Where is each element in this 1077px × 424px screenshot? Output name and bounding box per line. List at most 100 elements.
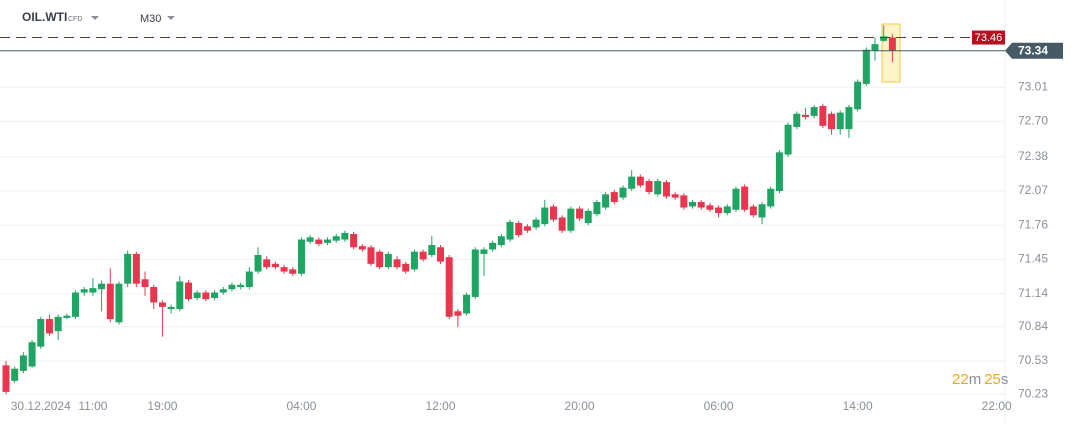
candle-body	[836, 112, 844, 130]
candle-body	[515, 222, 523, 236]
candle-body	[749, 206, 757, 216]
x-tick-label: 30.12.2024	[11, 399, 71, 413]
candle-body	[54, 316, 62, 332]
candle-body	[801, 114, 809, 118]
candle-body	[584, 210, 592, 223]
symbol-tag: CFD	[68, 16, 82, 23]
candle-body	[671, 194, 679, 198]
candle-body	[89, 288, 97, 293]
candle-body	[715, 207, 723, 214]
candle-body	[324, 239, 332, 243]
candle-body	[541, 207, 549, 225]
y-tick-label: 70.53	[1018, 353, 1048, 367]
candle-body	[11, 368, 19, 381]
dropdown-arrow[interactable]	[91, 16, 99, 20]
candle-body	[384, 253, 392, 268]
candle-body	[115, 283, 123, 323]
candle-body	[63, 315, 71, 318]
candle-body	[98, 283, 106, 290]
candle-body	[350, 234, 358, 248]
candle-body	[654, 181, 662, 195]
candle-body	[610, 192, 618, 203]
candle-body	[689, 202, 697, 207]
candle-body	[37, 319, 45, 347]
price-label-box	[1005, 42, 1063, 59]
timeframe[interactable]: M30	[140, 13, 161, 25]
candle-body	[402, 263, 410, 272]
candle-body	[141, 279, 149, 288]
x-tick-label: 22:00	[982, 399, 1012, 413]
candle-body	[767, 188, 775, 207]
y-tick-label: 70.84	[1018, 319, 1048, 333]
candle-body	[254, 254, 262, 272]
candle-body	[758, 204, 766, 218]
candle-body	[888, 37, 896, 51]
candle-body	[167, 306, 175, 310]
candle-body	[576, 208, 584, 219]
candle-body	[45, 319, 53, 334]
price-label-box	[972, 30, 1005, 45]
candle-body	[315, 239, 323, 244]
candle-body	[228, 284, 236, 290]
candle-body	[428, 245, 436, 255]
candle-body	[593, 202, 601, 215]
candle-body	[132, 253, 140, 284]
y-tick-label: 72.38	[1018, 149, 1048, 163]
candle-body	[697, 202, 705, 208]
candle-body	[723, 206, 731, 214]
symbol[interactable]: OIL.WTI	[22, 10, 67, 24]
candle-body	[245, 271, 253, 288]
candle-body	[219, 289, 227, 293]
x-tick-label: 14:00	[843, 399, 873, 413]
price-label: 73.46	[975, 32, 1003, 44]
candle-body	[306, 237, 314, 242]
grid	[0, 86, 1005, 395]
highlight-box	[881, 23, 901, 83]
candle-body	[793, 113, 801, 127]
y-tick-label: 72.70	[1018, 114, 1048, 128]
candle-body	[376, 251, 384, 268]
candle-body	[784, 124, 792, 155]
candle-body	[184, 282, 192, 300]
candle-body	[410, 251, 418, 270]
candle-body	[193, 292, 201, 299]
candle-body	[680, 195, 688, 208]
candle-body	[775, 152, 783, 191]
candle-body	[454, 311, 462, 316]
candle-body	[619, 187, 627, 198]
candle-body	[463, 294, 471, 314]
y-tick-label: 71.45	[1018, 252, 1048, 266]
candle-body	[358, 246, 366, 250]
candle-body	[662, 182, 670, 197]
candle-body	[271, 263, 279, 268]
candle-body	[211, 292, 219, 299]
candle-body	[862, 49, 870, 84]
candle-body	[471, 249, 479, 297]
candle-body	[602, 194, 610, 208]
candle-body	[106, 283, 114, 320]
candle-body	[72, 292, 80, 317]
candle-body	[871, 44, 879, 51]
candle-body	[367, 247, 375, 264]
y-tick-label: 72.07	[1018, 183, 1048, 197]
x-tick-label: 20:00	[565, 399, 595, 413]
candle-body	[497, 236, 505, 246]
candle-body	[706, 205, 714, 210]
candle-body	[489, 242, 497, 250]
x-tick-label: 19:00	[147, 399, 177, 413]
candle-body	[280, 267, 288, 272]
candle-body	[393, 259, 401, 268]
price-label: 73.34	[1018, 43, 1048, 57]
x-tick-label: 06:00	[704, 399, 734, 413]
candle-body	[549, 206, 557, 220]
x-tick-label: 12:00	[425, 399, 455, 413]
dropdown-arrow[interactable]	[167, 16, 175, 20]
y-tick-label: 71.14	[1018, 286, 1048, 300]
candle-body	[289, 269, 297, 274]
candle-body	[19, 355, 27, 371]
countdown-minutes: 22	[952, 371, 969, 388]
x-tick-label: 11:00	[78, 399, 107, 413]
candle-body	[80, 289, 88, 293]
